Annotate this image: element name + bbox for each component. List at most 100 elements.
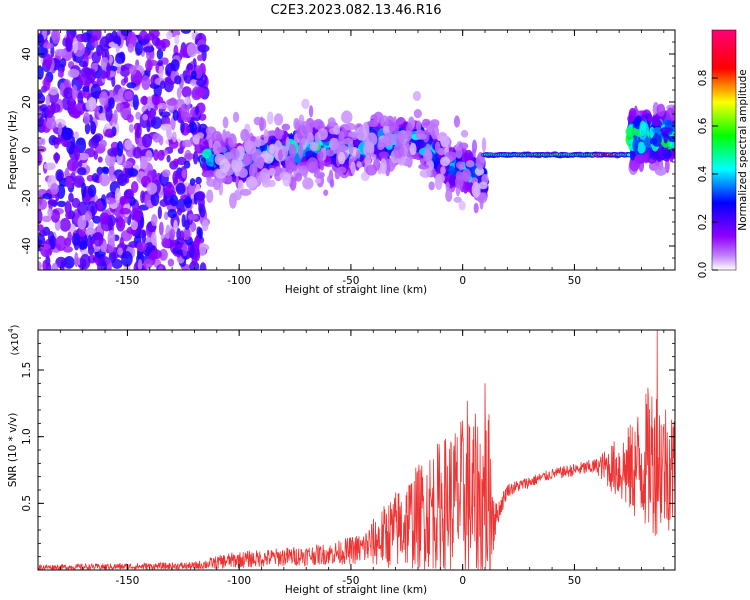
spectrogram-cell xyxy=(38,194,43,206)
spectrogram-cell xyxy=(282,146,289,158)
spectrogram-cell xyxy=(38,261,42,270)
x-tick-label: 0 xyxy=(459,275,466,287)
spectrogram-cell xyxy=(117,247,123,256)
spectrogram-cell xyxy=(314,177,322,184)
snr-x-ticks: -150 -100 -50 0 50 xyxy=(59,330,665,587)
spectrogram-cell xyxy=(57,122,63,136)
x-tick-label: -50 xyxy=(342,275,359,287)
spectrogram-cell xyxy=(217,146,227,153)
spectrogram-cell xyxy=(184,196,192,209)
spectrogram-cell xyxy=(405,130,412,141)
spectrogram-cell xyxy=(333,124,341,135)
spectrogram-cell xyxy=(183,160,191,169)
spectrogram-cell xyxy=(159,248,168,261)
spectrogram-cell xyxy=(124,90,133,101)
colorbar-scale xyxy=(711,29,737,271)
spectrogram-cell xyxy=(172,158,179,168)
spectrogram-cell xyxy=(634,154,646,165)
spectrogram-cell xyxy=(334,169,341,180)
spectrogram-cell xyxy=(356,161,362,168)
spectrogram-cell xyxy=(274,129,285,140)
spectrogram-cell xyxy=(652,127,664,134)
spectrogram-cell xyxy=(189,178,196,186)
spectrogram-cell xyxy=(418,163,429,170)
spectrogram-cell xyxy=(137,259,143,270)
spectrogram-cell xyxy=(371,153,377,161)
colorbar-tick-label: 0.4 xyxy=(697,165,709,182)
spectrogram-cell xyxy=(229,147,240,161)
spectrogram-cell xyxy=(393,143,405,159)
spectrogram-cell xyxy=(362,121,370,137)
spectrogram-cell xyxy=(288,143,297,158)
spectrogram-cell xyxy=(84,122,91,135)
spectrogram-cell xyxy=(285,136,290,151)
spectrogram-cell xyxy=(448,165,455,176)
spectrogram-cell xyxy=(269,144,275,155)
spectrogram-cell xyxy=(78,73,90,86)
x-tick-label: -150 xyxy=(115,575,139,587)
colorbar-tick-label: 0.2 xyxy=(697,214,709,231)
spectrogram-x-ticks: -150 -100 -50 0 50 xyxy=(59,30,665,287)
spectrogram-cell xyxy=(158,65,164,79)
spectrogram-cell xyxy=(259,168,271,184)
spectrogram-cell xyxy=(471,181,481,198)
spectrogram-cell xyxy=(91,51,101,64)
spectrogram-cell xyxy=(195,191,206,202)
spectrogram-cell xyxy=(97,156,103,163)
spectrogram-cell xyxy=(479,195,484,210)
spectrogram-cell xyxy=(222,129,227,143)
spectrogram-cell xyxy=(47,199,58,206)
spectrogram-cell xyxy=(121,161,133,169)
spectrogram-cell xyxy=(101,260,107,270)
spectrogram-cell xyxy=(99,173,111,187)
spectrogram-cell xyxy=(160,123,171,131)
snr-x-label: Height of straight line (km) xyxy=(285,584,427,596)
spectrogram-cell xyxy=(74,252,79,268)
spectrogram-cell xyxy=(179,47,190,58)
spectrogram-cell xyxy=(38,145,47,153)
spectrogram-cell xyxy=(45,105,55,119)
spectrogram-cell xyxy=(184,219,190,231)
spectrogram-cell xyxy=(275,166,281,176)
spectrogram-cell xyxy=(461,168,472,183)
spectrogram-cell xyxy=(440,135,450,148)
spectrogram-cell xyxy=(281,134,287,149)
spectrogram-cell xyxy=(455,175,464,189)
spectrogram-cell xyxy=(180,120,185,134)
spectrogram-cell xyxy=(38,136,44,146)
spectrogram-cell xyxy=(182,242,188,257)
spectrogram-cell xyxy=(78,60,88,68)
spectrogram-cell xyxy=(166,98,178,106)
y-tick-label: 0.5 xyxy=(21,495,33,512)
spectrogram-cell xyxy=(281,123,291,131)
spectrogram-cell xyxy=(306,132,314,145)
spectrogram-cell xyxy=(337,144,349,152)
spectrogram-cell xyxy=(63,255,75,269)
spectrogram-cell xyxy=(171,131,177,143)
spectrogram-y-label: Frequency (Hz) xyxy=(7,110,19,189)
spectrogram-cell xyxy=(72,37,78,54)
spectrogram-cell xyxy=(119,66,131,78)
spectrogram-cell xyxy=(126,82,137,89)
spectrogram-cell xyxy=(195,176,202,185)
spectrogram-cell xyxy=(380,158,387,175)
spectrogram-cell xyxy=(195,105,200,116)
spectrogram-cell xyxy=(363,141,375,158)
spectrogram-cell xyxy=(123,76,129,84)
spectrogram-cell xyxy=(394,130,405,147)
spectrogram-cell xyxy=(388,122,400,134)
spectrogram-cell xyxy=(317,150,324,162)
spectrogram-cell xyxy=(77,160,83,168)
spectrogram-cell xyxy=(232,111,240,123)
spectrogram-cell xyxy=(88,97,97,111)
spectrogram-cell xyxy=(84,210,93,222)
spectrogram-cell xyxy=(67,68,80,79)
spectrogram-cell xyxy=(453,115,461,128)
spectrogram-cell xyxy=(627,114,635,123)
spectrogram-cell xyxy=(57,70,64,78)
spectrogram-cell xyxy=(50,45,55,58)
spectrogram-cell xyxy=(458,200,466,211)
spectrogram-cell xyxy=(663,130,669,144)
spectrogram-cell xyxy=(204,170,217,178)
spectrogram-cell xyxy=(344,122,356,131)
